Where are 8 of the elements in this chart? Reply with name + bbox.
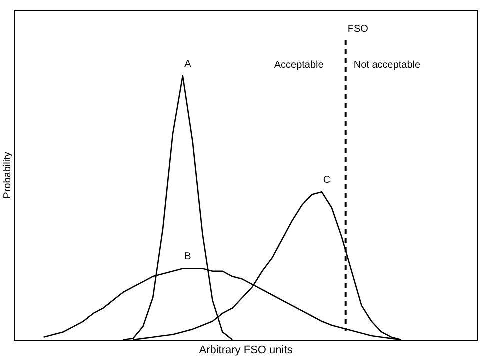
y-axis-title: Probability xyxy=(2,152,14,199)
series-label: B xyxy=(184,252,192,263)
series-label: C xyxy=(323,175,331,186)
text: Not acceptable xyxy=(354,60,421,71)
text: Acceptable xyxy=(274,60,324,71)
x-axis-title: Arbitrary FSO units xyxy=(199,344,294,356)
series-label: A xyxy=(184,59,192,70)
text: FSO xyxy=(348,24,369,35)
